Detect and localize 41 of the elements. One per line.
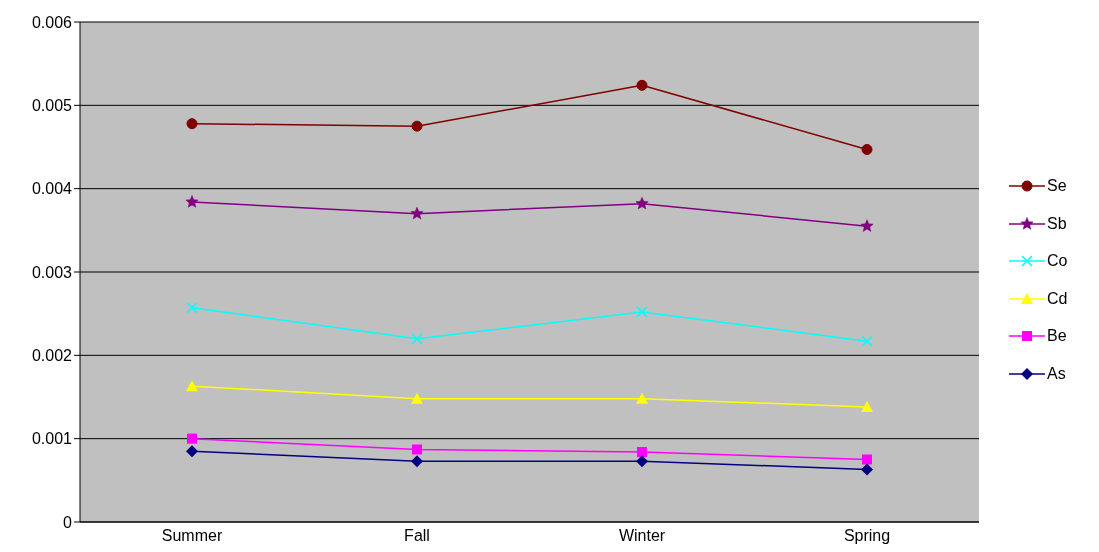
- legend-label: Sb: [1047, 214, 1067, 233]
- x-tick-label: Winter: [618, 527, 666, 545]
- point: [186, 302, 198, 314]
- point: [186, 380, 198, 392]
- point: [861, 401, 873, 412]
- point: [637, 447, 647, 457]
- y-tick-label: 0: [63, 513, 73, 531]
- point: [860, 219, 874, 232]
- point: [861, 463, 873, 476]
- point: [186, 118, 198, 130]
- point: [861, 335, 873, 347]
- y-tick-label: 0.006: [31, 13, 73, 31]
- point: [411, 455, 423, 468]
- point: [411, 392, 423, 404]
- legend-label: Co: [1047, 252, 1068, 271]
- x-tick-label: Spring: [843, 527, 891, 545]
- legend-label: Cd: [1047, 289, 1068, 308]
- point: [636, 306, 648, 318]
- point: [636, 455, 648, 468]
- legend-label: As: [1047, 364, 1066, 383]
- point: [411, 120, 423, 132]
- legend-label: Be: [1047, 327, 1067, 346]
- y-tick-label: 0.005: [31, 97, 73, 115]
- point: [862, 454, 872, 465]
- point: [412, 444, 422, 455]
- y-tick-label: 0.001: [31, 430, 73, 448]
- point: [636, 79, 648, 91]
- y-tick-label: 0.004: [31, 180, 73, 198]
- x-tick-label: Summer: [161, 527, 223, 545]
- x-tick-label: Fall: [404, 527, 430, 545]
- point: [635, 196, 649, 210]
- point: [185, 195, 199, 208]
- point: [411, 332, 423, 345]
- legend-label: Se: [1047, 177, 1067, 196]
- y-tick-label: 0.003: [31, 263, 73, 281]
- point: [187, 433, 197, 444]
- point: [636, 392, 648, 404]
- y-tick-label: 0.002: [31, 347, 73, 365]
- point: [410, 206, 424, 220]
- point: [861, 144, 873, 155]
- point: [186, 445, 198, 458]
